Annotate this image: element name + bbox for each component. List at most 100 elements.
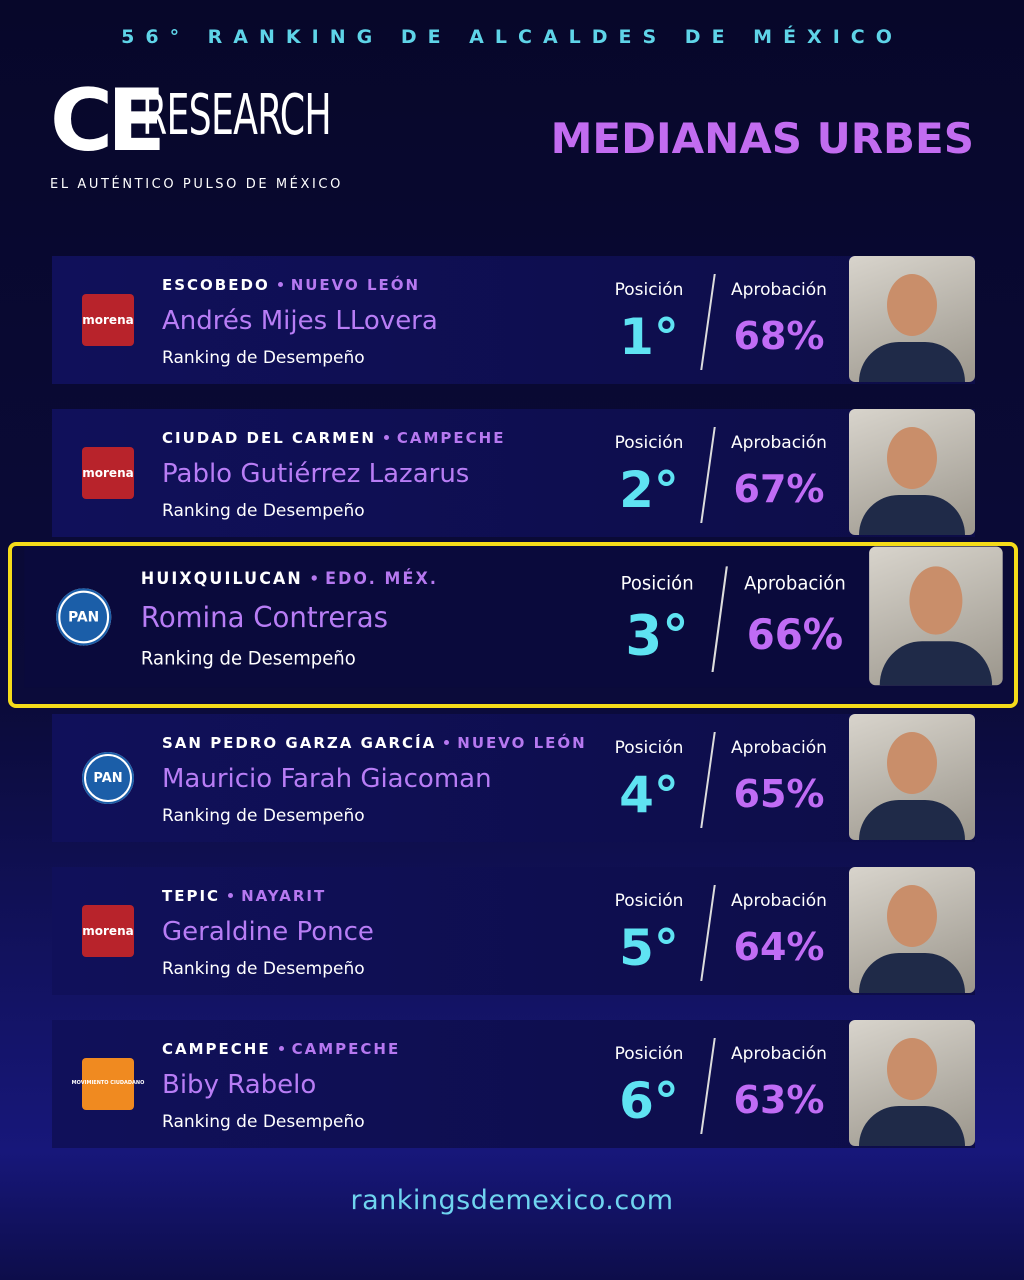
photo [869,546,1003,686]
party-logo: morena [82,905,134,957]
separator-dot [311,575,317,581]
approval-value: 66% [746,610,844,659]
subtitle: Ranking de Desempeño [162,1112,365,1132]
top-line: 56° RANKING DE ALCALDES DE MÉXICO [121,26,903,48]
city: HUIXQUILUCAN EDO. MÉX. [141,569,438,589]
photo [849,256,975,382]
mayor-name: Biby Rabelo [162,1070,317,1100]
position-value: 5° [619,919,679,977]
position-value: 2° [619,461,679,519]
city: SAN PEDRO GARZA GARCÍA NUEVO LEÓN [162,734,587,752]
party-logo: PAN [82,752,134,804]
separator-dot [444,740,450,745]
divider [700,1038,716,1134]
approval-label: Aprobación [731,891,827,911]
separator-dot [278,1046,284,1051]
photo-head [887,885,937,947]
photo-body [859,495,965,535]
subtitle: Ranking de Desempeño [140,647,356,670]
party-logo: PAN [56,588,112,646]
city-name: CIUDAD DEL CARMEN [162,429,376,447]
footer-url: rankingsdemexico.com [350,1185,674,1216]
approval-label: Aprobación [731,280,827,300]
ranking-row: HUIXQUILUCAN EDO. MÉX. Romina Contreras Ran… [24,546,1003,688]
subtitle: Ranking de Desempeño [162,501,365,521]
position-value: 3° [625,603,689,668]
photo [849,867,975,993]
approval-value: 67% [733,467,825,511]
tagline: EL AUTÉNTICO PULSO DE MÉXICO [50,177,343,192]
position-label: Posición [614,1044,684,1064]
photo [849,714,975,840]
city: CAMPECHE CAMPECHE [162,1040,400,1058]
divider [700,274,716,370]
position-label: Posición [620,573,694,595]
party-name: PAN [84,754,132,802]
state: EDO. MÉX. [325,568,438,589]
divider [711,566,728,672]
state: NUEVO LEÓN [457,734,587,752]
city-name: ESCOBEDO [162,276,270,294]
separator-dot [228,893,234,898]
photo-body [859,800,965,840]
party-name: morena [82,466,134,480]
logo-ce: CE [50,71,166,171]
party-name: morena [82,924,134,938]
photo-body [859,1106,965,1146]
approval-value: 64% [733,925,825,969]
approval-label: Aprobación [744,573,846,595]
party-logo: morena [82,294,134,346]
approval-value: 68% [733,314,825,358]
divider [700,885,716,981]
highlight-frame [8,542,1018,708]
photo-head [887,732,937,794]
approval-label: Aprobación [731,738,827,758]
photo-head [909,566,963,635]
approval-value: 63% [733,1078,825,1122]
mayor-name: Andrés Mijes LLovera [162,306,438,336]
state: NUEVO LEÓN [290,276,421,294]
city: CIUDAD DEL CARMEN CAMPECHE [162,429,505,447]
city-name: HUIXQUILUCAN [140,568,303,589]
divider [700,732,716,828]
position-value: 6° [619,1072,679,1130]
logo-research: RESEARCH [142,83,332,148]
city: TEPIC NAYARIT [162,887,326,905]
approval-value: 65% [733,772,825,816]
separator-dot [277,282,283,287]
party-logo: morena [82,447,134,499]
city: ESCOBEDO NUEVO LEÓN [162,276,420,294]
subtitle: Ranking de Desempeño [162,348,365,368]
state: CAMPECHE [291,1040,401,1058]
approval-label: Aprobación [731,1044,827,1064]
position-label: Posición [614,738,684,758]
ranking-row: CAMPECHE CAMPECHE Biby Rabelo Ranking de De… [52,1020,975,1148]
city-name: TEPIC [162,887,221,905]
photo-body [879,641,993,686]
photo [849,1020,975,1146]
ranking-row: TEPIC NAYARIT Geraldine Ponce Ranking de De… [52,867,975,995]
party-logo: MOVIMIENTO CIUDADANO [72,1058,144,1110]
city-name: SAN PEDRO GARZA GARCÍA [162,734,437,752]
position-label: Posición [614,433,684,453]
mayor-name: Mauricio Farah Giacoman [162,764,492,794]
approval-label: Aprobación [731,433,827,453]
title: MEDIANAS URBES [550,114,974,163]
state: NAYARIT [241,887,327,905]
mayor-name: Romina Contreras [140,601,388,635]
subtitle: Ranking de Desempeño [162,959,365,979]
position-value: 4° [619,766,679,824]
party-name: PAN [58,590,110,644]
city-name: CAMPECHE [162,1040,271,1058]
position-label: Posición [614,280,684,300]
separator-dot [383,435,389,440]
party-name: morena [82,313,134,327]
photo-body [859,953,965,993]
party-name: MOVIMIENTO CIUDADANO [71,1080,145,1087]
photo-head [887,1038,937,1100]
divider [700,427,716,523]
ranking-row: SAN PEDRO GARZA GARCÍA NUEVO LEÓN Mauricio… [52,714,975,842]
ranking-row: ESCOBEDO NUEVO LEÓN Andrés Mijes LLovera Ra… [52,256,975,384]
ranking-row: CIUDAD DEL CARMEN CAMPECHE Pablo Gutiérrez… [52,409,975,537]
